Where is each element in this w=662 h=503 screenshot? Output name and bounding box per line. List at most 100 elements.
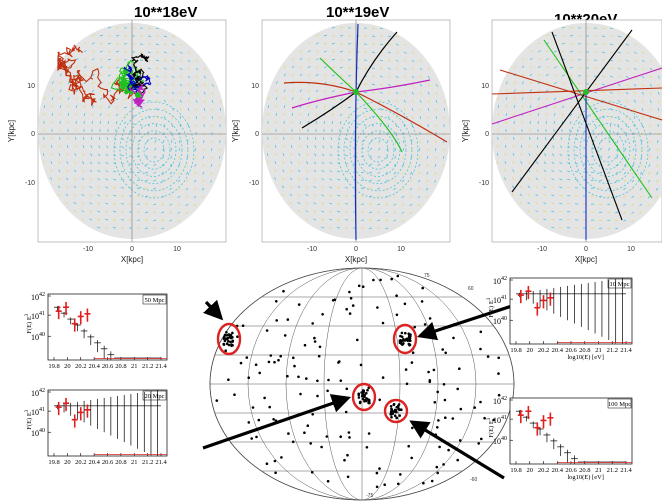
y-tick-exp: 42 — [39, 388, 45, 394]
trajectory-line — [130, 53, 150, 98]
field-arrow — [315, 34, 319, 37]
event-dot — [351, 304, 355, 307]
field-arrow — [282, 177, 285, 181]
field-arrow — [339, 74, 343, 77]
y-tick-exp: 40 — [501, 436, 507, 442]
field-arrow — [632, 155, 635, 159]
field-arrow — [171, 43, 175, 46]
field-arrow — [136, 155, 141, 158]
event-dot — [365, 446, 369, 449]
field-arrow — [574, 179, 579, 181]
field-arrow — [648, 155, 651, 159]
field-arrow — [615, 227, 619, 230]
field-arrow — [655, 187, 659, 191]
field-arrow — [83, 81, 87, 85]
field-arrow — [290, 161, 293, 165]
x-tick-label: 19.8 — [48, 459, 59, 466]
event-dot — [275, 319, 279, 322]
field-arrow — [608, 147, 611, 151]
field-arrow — [169, 187, 173, 190]
field-arrow — [435, 107, 438, 111]
event-dot — [277, 358, 280, 362]
field-arrow — [187, 99, 190, 103]
field-arrow — [339, 90, 343, 93]
field-arrow — [201, 195, 205, 199]
field-arrow — [331, 97, 335, 101]
field-arrow — [377, 219, 381, 222]
field-arrow — [401, 211, 405, 214]
field-arrow — [395, 107, 398, 111]
field-arrow — [337, 194, 341, 197]
field-arrow — [267, 112, 269, 117]
field-arrow — [496, 161, 499, 165]
y-tick-base: 10 — [31, 312, 39, 321]
field-arrow — [387, 83, 391, 86]
event-dot — [326, 479, 330, 483]
y-axis-label: Y[kpc] — [461, 120, 470, 142]
field-arrow — [403, 91, 407, 95]
field-arrow — [395, 99, 399, 103]
field-arrow — [153, 155, 157, 159]
field-arrow — [625, 75, 629, 79]
field-arrow — [553, 113, 556, 117]
event-dot — [436, 471, 440, 475]
field-arrow — [545, 73, 549, 77]
event-dot — [313, 340, 317, 343]
field-arrow — [609, 51, 614, 54]
field-arrow — [115, 106, 119, 109]
distance-label: 50 Mpc — [144, 297, 164, 304]
field-arrow — [435, 91, 438, 95]
field-arrow — [599, 211, 603, 213]
field-arrow — [306, 153, 309, 157]
event-dot — [316, 394, 319, 398]
field-arrow — [153, 203, 157, 206]
field-arrow — [537, 97, 540, 101]
field-swirl — [573, 108, 643, 192]
x-tick: -10 — [307, 246, 317, 253]
field-arrow — [593, 91, 597, 93]
field-arrow — [81, 193, 85, 197]
field-arrow — [513, 89, 516, 93]
field-arrow — [120, 179, 125, 181]
field-arrow — [513, 65, 517, 69]
field-arrow — [395, 91, 399, 95]
field-arrow — [179, 59, 183, 62]
field-arrow — [187, 91, 190, 95]
field-arrow — [505, 89, 508, 93]
field-arrow — [203, 107, 206, 112]
y-tick-label: 1040 — [31, 332, 45, 342]
x-tick-label: 21 — [131, 363, 138, 370]
field-arrow — [329, 226, 333, 229]
field-arrow — [615, 155, 619, 159]
field-arrow — [426, 171, 429, 175]
field-arrow — [59, 81, 62, 85]
field-arrow — [387, 91, 391, 95]
field-arrow — [559, 153, 563, 157]
field-arrow — [329, 161, 333, 165]
field-arrow — [591, 147, 595, 150]
field-arrow — [313, 186, 317, 189]
field-arrow — [647, 203, 651, 207]
field-arrow — [361, 163, 365, 166]
field-arrow — [67, 105, 70, 109]
field-arrow — [512, 161, 515, 165]
field-arrow — [43, 97, 46, 101]
field-arrow — [123, 106, 127, 109]
field-arrow — [513, 104, 516, 109]
x-tick-label: 20.4 — [88, 363, 100, 370]
event-dot — [390, 277, 394, 281]
field-arrow — [170, 155, 173, 159]
field-arrow — [505, 145, 507, 149]
field-arrow — [513, 97, 516, 101]
trajectory-line — [283, 81, 357, 93]
field-arrow — [419, 67, 423, 71]
field-arrow — [394, 147, 397, 151]
field-arrow — [403, 51, 407, 54]
field-arrow — [537, 42, 541, 45]
field-arrow — [379, 107, 383, 111]
field-arrow — [403, 75, 407, 79]
event-dot — [483, 416, 486, 420]
cluster-event-dot — [365, 391, 368, 395]
field-arrow — [417, 187, 421, 191]
field-arrow — [50, 152, 53, 157]
